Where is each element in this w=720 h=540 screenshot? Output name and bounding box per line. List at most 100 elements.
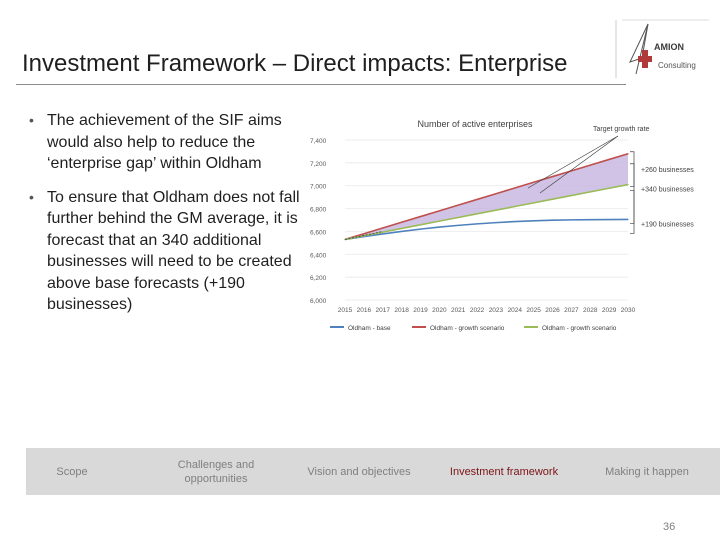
bracket-260: [630, 151, 635, 187]
x-tick-label: 2024: [508, 307, 523, 314]
x-tick-label: 2022: [470, 307, 485, 314]
data-point: [589, 219, 591, 221]
title-divider: [16, 84, 626, 85]
data-point: [627, 218, 629, 221]
data-point: [514, 221, 516, 223]
data-point: [382, 227, 384, 229]
enterprise-line-chart: Number of active enterprises 6,000 6,200 6,…: [310, 119, 694, 332]
bullet-item: • To ensure that Oldham does not fall fu…: [24, 187, 300, 316]
legend-label: Oldham - base: [348, 325, 391, 332]
data-point: [457, 204, 459, 206]
x-tick-label: 2018: [394, 307, 409, 314]
x-tick-label: 2029: [602, 307, 617, 314]
annotation-plus-190: +190 businesses: [641, 221, 694, 228]
bullet-text: To ensure that Oldham does not fall furt…: [47, 188, 300, 314]
y-tick-label: 6,600: [310, 229, 327, 236]
x-tick-label: 2030: [621, 307, 636, 314]
annotation-target-growth: Target growth rate: [593, 126, 650, 133]
data-point: [382, 233, 384, 235]
x-tick-label: 2026: [545, 307, 560, 314]
logo-name: AMION: [654, 42, 684, 52]
data-point: [589, 191, 591, 193]
nav-item-scope[interactable]: Scope: [56, 465, 88, 478]
data-point: [401, 230, 403, 233]
nav-item-vision[interactable]: Vision and objectives: [307, 465, 411, 478]
x-tick-label: 2028: [583, 307, 598, 314]
data-point: [551, 219, 554, 221]
baseline-trend-line: [344, 231, 383, 240]
data-point: [419, 224, 422, 226]
data-point: [401, 227, 403, 230]
series-line-0: [344, 218, 629, 241]
data-point: [570, 219, 572, 221]
data-point: [533, 181, 535, 183]
legend-label: Oldham - growth scenario: [542, 325, 617, 332]
annotation-pointer-line: [539, 135, 619, 194]
x-tick-label: 2021: [451, 307, 466, 314]
annotation-plus-340: +340 businesses: [641, 187, 694, 194]
page-title: Investment Framework – Direct impacts: E…: [22, 50, 568, 77]
data-point: [533, 220, 535, 222]
x-tick-label: 2016: [357, 307, 372, 314]
data-point: [438, 220, 440, 222]
cross-icon: [638, 50, 652, 68]
data-point: [570, 194, 572, 197]
data-point: [608, 158, 610, 161]
section-nav-bar: Scope Challenges and opportunities Visio…: [26, 448, 720, 495]
bracket-190: [630, 190, 635, 224]
y-tick-label: 6,400: [310, 252, 327, 259]
data-point: [514, 205, 516, 208]
x-tick-label: 2023: [489, 307, 504, 314]
y-tick-label: 6,000: [310, 298, 327, 305]
data-point: [438, 210, 440, 212]
x-tick-label: 2020: [432, 307, 447, 314]
data-point: [419, 228, 422, 230]
data-point: [382, 231, 384, 233]
nav-item-making-it-happen[interactable]: Making it happen: [605, 465, 689, 478]
data-point: [363, 233, 365, 235]
x-tick-label: 2019: [413, 307, 428, 314]
nav-item-investment-framework[interactable]: Investment framework: [449, 465, 559, 478]
logo-tagline: Consulting: [658, 61, 696, 70]
y-tick-label: 7,400: [310, 138, 327, 145]
amion-logo: AMION Consulting: [615, 19, 709, 78]
x-tick-label: 2025: [526, 307, 541, 314]
x-tick-label: 2015: [338, 307, 353, 314]
data-point: [589, 164, 591, 166]
series-line-1: [344, 152, 629, 241]
data-point: [533, 202, 535, 204]
data-point: [419, 215, 422, 218]
data-point: [457, 224, 459, 226]
data-point: [495, 222, 497, 224]
data-point: [438, 226, 440, 228]
data-point: [476, 223, 478, 225]
y-tick-label: 7,200: [310, 161, 327, 168]
data-point: [514, 187, 516, 189]
y-tick-label: 6,200: [310, 275, 327, 282]
chart-title: Number of active enterprises: [417, 119, 533, 129]
data-point: [551, 175, 554, 178]
data-point: [627, 153, 629, 155]
x-tick-label: 2017: [375, 307, 390, 314]
bullet-item: • The achievement of the SIF aims would …: [24, 110, 300, 175]
page-number: 36: [663, 521, 676, 533]
legend-label: Oldham - growth scenario: [430, 325, 505, 332]
y-tick-label: 6,800: [310, 207, 327, 214]
data-point: [608, 218, 610, 221]
data-point: [627, 183, 629, 186]
data-point: [476, 213, 478, 215]
y-tick-label: 7,000: [310, 184, 327, 191]
bracket-340: [630, 163, 635, 234]
series-line-2: [344, 183, 629, 241]
nav-item-challenges[interactable]: Challenges and opportunities: [177, 458, 255, 485]
bullet-dot-icon: •: [29, 188, 34, 205]
data-point: [495, 209, 497, 211]
bullet-dot-icon: •: [29, 112, 34, 128]
data-point: [401, 221, 403, 223]
data-point: [495, 193, 497, 195]
x-tick-label: 2027: [564, 307, 579, 314]
data-point: [457, 216, 459, 219]
bullet-list: • The achievement of the SIF aims would …: [24, 110, 300, 328]
bullet-text: The achievement of the SIF aims would al…: [47, 112, 282, 172]
annotation-plus-260: +260 businesses: [641, 167, 694, 174]
